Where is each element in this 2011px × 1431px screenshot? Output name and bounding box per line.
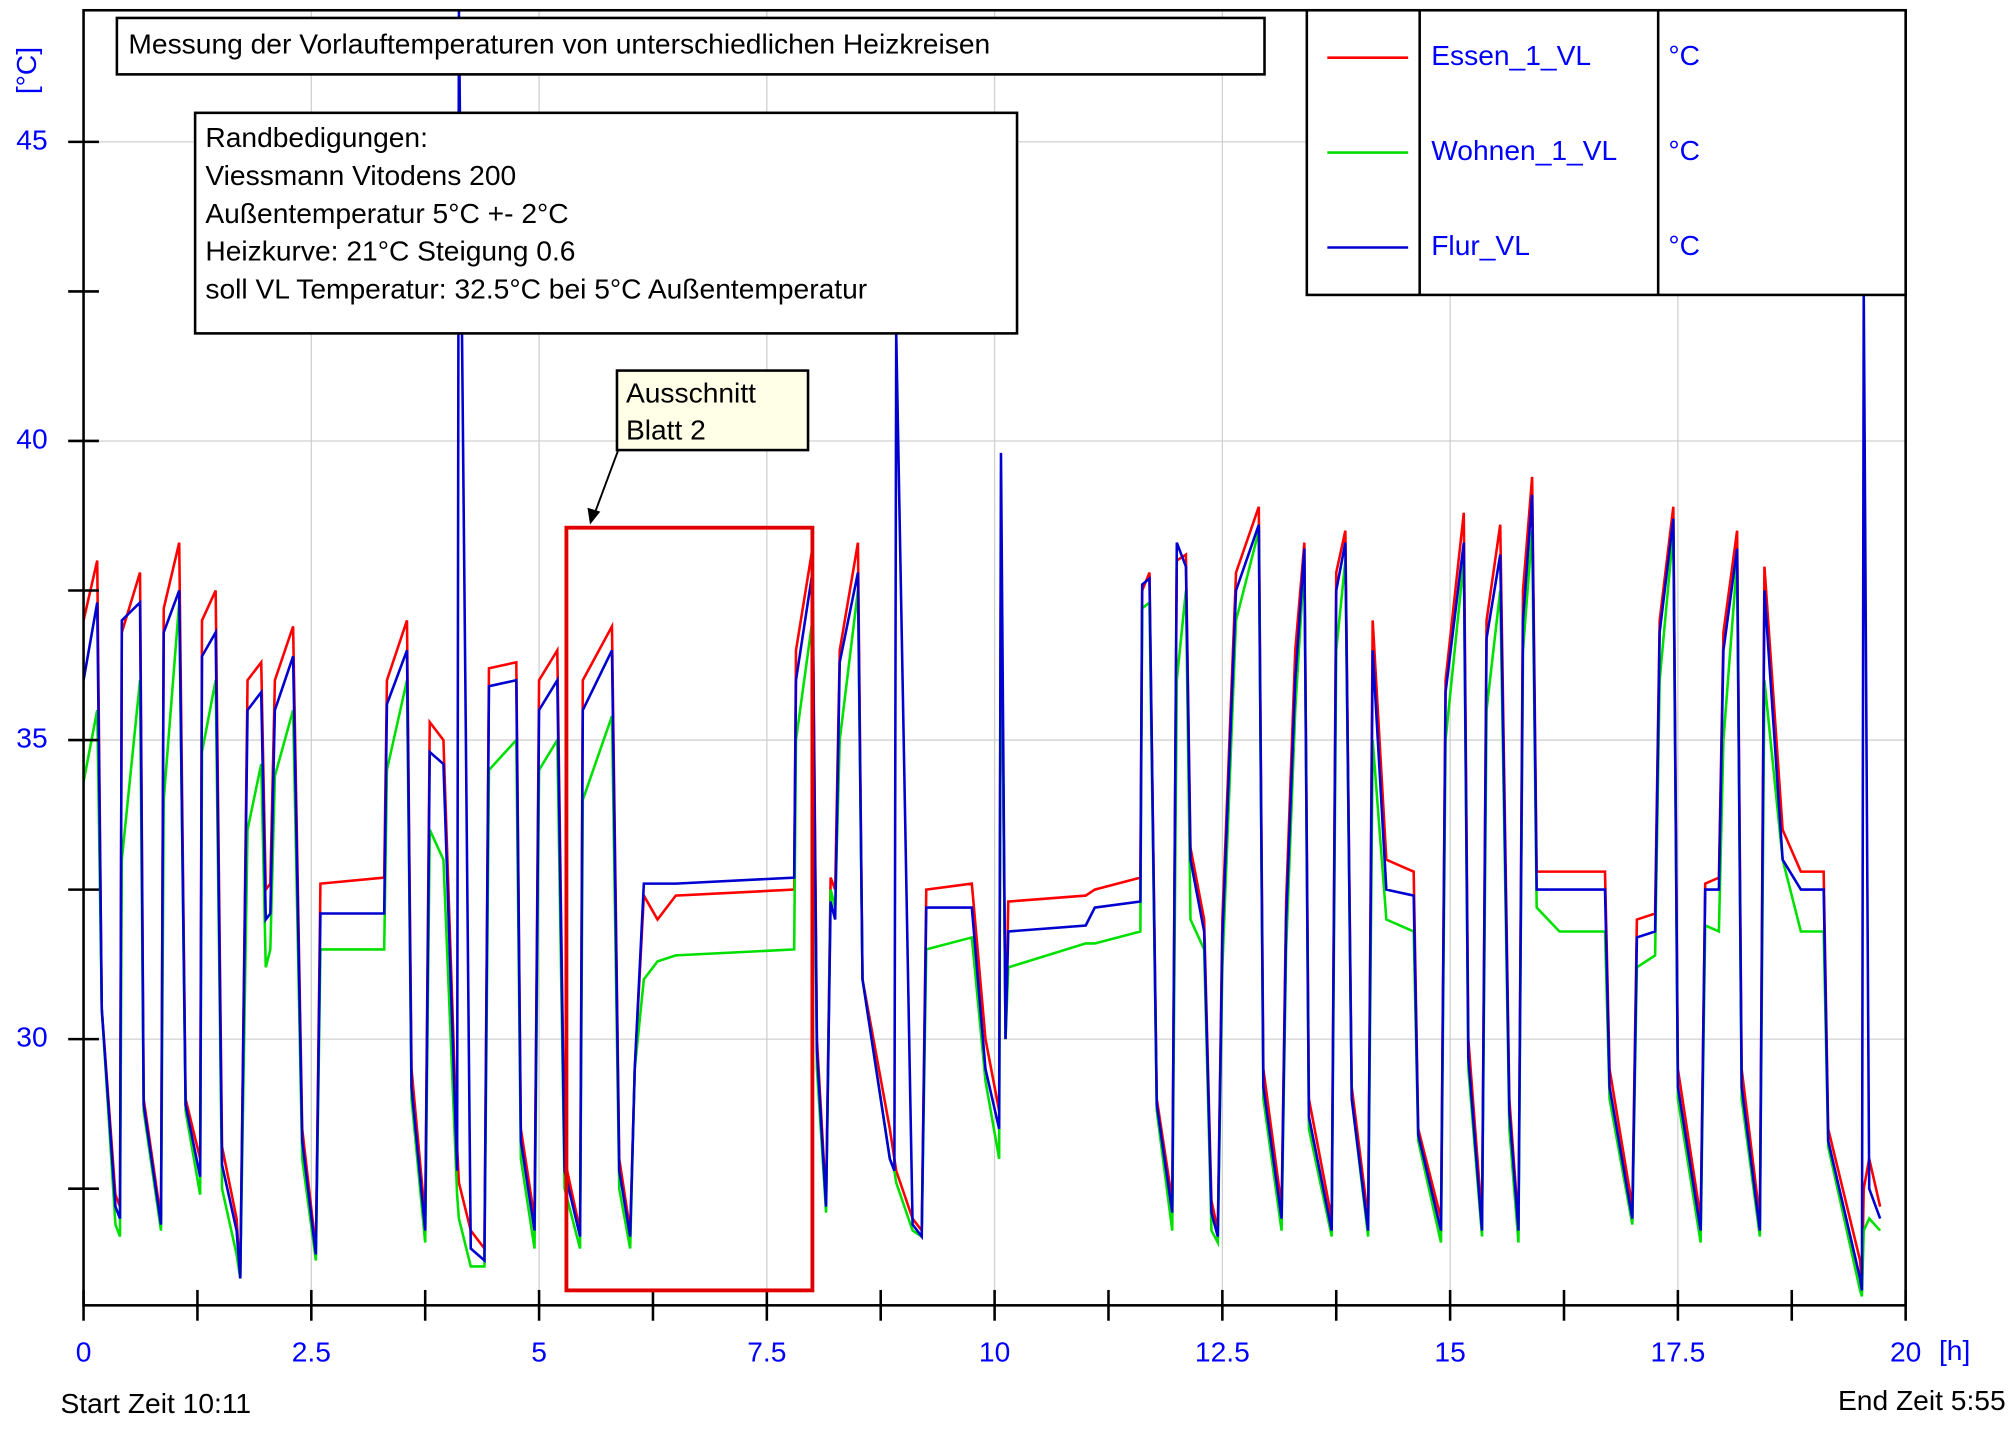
note-box (193, 111, 1019, 335)
y-tick-label: 30 (16, 1021, 47, 1053)
highlight-region (564, 525, 815, 1293)
annotation: Ausschnitt Blatt 2 (626, 376, 756, 445)
legend-unit: °C (1668, 134, 1700, 166)
legend-label: Wohnen_1_VL (1431, 134, 1617, 166)
legend-label: Essen_1_VL (1431, 39, 1591, 71)
arrow-head (587, 507, 601, 525)
x-tick-label: 20 (1890, 1336, 1921, 1368)
y-axis-label: [°C] (10, 47, 42, 94)
x-tick-label: 7.5 (747, 1336, 786, 1368)
x-tick-label: 10 (979, 1336, 1010, 1368)
legend-unit: °C (1668, 229, 1700, 261)
ticks: 30 35 40 45 0 2.5 5 7.5 10 12.5 15 17.5 20 (16, 123, 1921, 1367)
annotation-arrow (592, 449, 620, 516)
note: Randbedigungen: Viessmann Vitodens 200 Auß… (205, 121, 867, 304)
note-line: soll VL Temperatur: 32.5°C bei 5°C Außen… (205, 273, 867, 305)
x-tick-label: 0 (76, 1336, 92, 1368)
chart-title: Messung der Vorlauftemperaturen von unte… (128, 28, 990, 60)
x-tick-label: 17.5 (1650, 1336, 1705, 1368)
y-tick-label: 40 (16, 422, 47, 454)
title-box (115, 16, 1266, 76)
series-line (83, 476, 1882, 1285)
y-tick-label: 45 (16, 123, 47, 155)
note-line: Randbedigungen: (205, 121, 428, 153)
series-line (83, 10, 1882, 1291)
start-label: Start Zeit 10:11 (60, 1387, 251, 1419)
annotation-line: Ausschnitt (626, 376, 756, 408)
annotation-line: Blatt 2 (626, 414, 706, 446)
annotation-box (615, 369, 810, 452)
legend-unit: °C (1668, 39, 1700, 71)
x-tick-label: 15 (1434, 1336, 1465, 1368)
x-tick-label: 2.5 (292, 1336, 331, 1368)
legend: Essen_1_VL °C Wohnen_1_VL °C Flur_VL °C (1327, 39, 1700, 261)
plot-lines (83, 10, 1882, 1297)
end-label: End Zeit 5:55 (1838, 1384, 2006, 1416)
x-tick-label: 5 (531, 1336, 547, 1368)
y-tick-label: 35 (16, 722, 47, 754)
decorations (564, 525, 815, 1293)
x-tick-label: 12.5 (1195, 1336, 1250, 1368)
note-line: Außentemperatur 5°C +- 2°C (205, 197, 568, 229)
note-line: Heizkurve: 21°C Steigung 0.6 (205, 235, 575, 267)
x-axis-label: [h] (1939, 1334, 1970, 1366)
legend-label: Flur_VL (1431, 229, 1530, 261)
note-line: Viessmann Vitodens 200 (205, 159, 516, 191)
